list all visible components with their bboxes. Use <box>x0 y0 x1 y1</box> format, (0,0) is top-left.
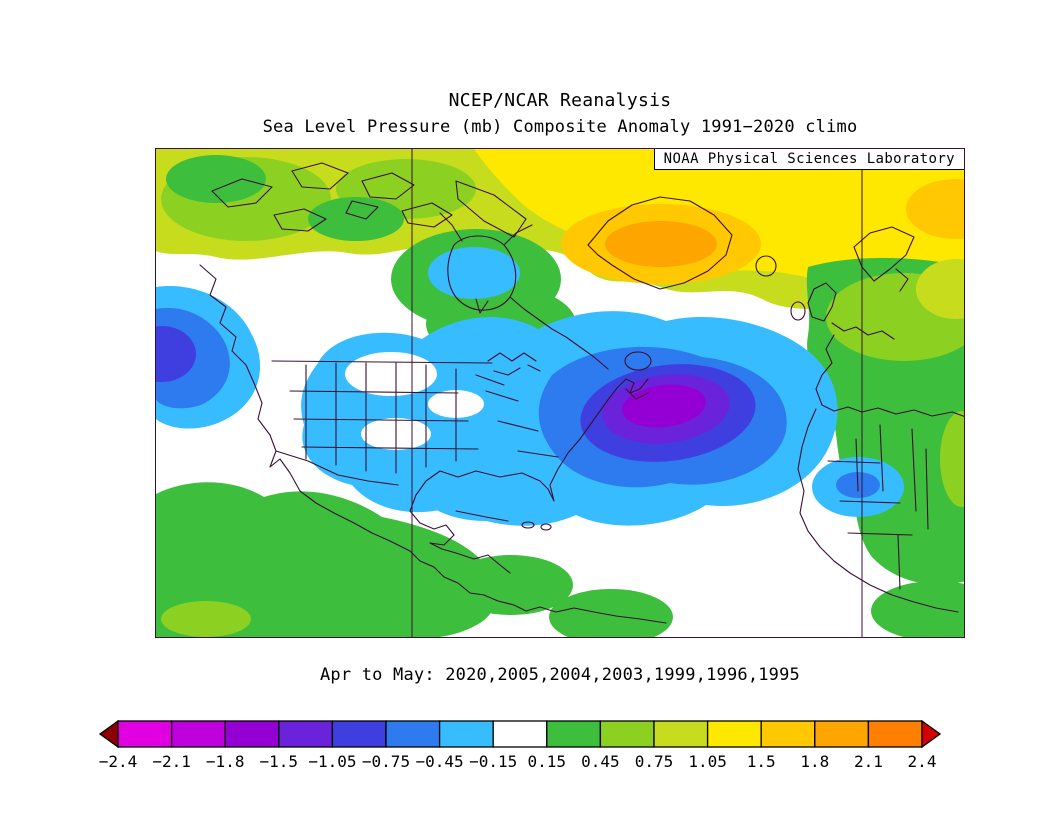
plot-subtitle: Sea Level Pressure (mb) Composite Anomal… <box>262 117 858 137</box>
europe-coast <box>807 226 964 417</box>
colorbar-cell <box>331 720 387 748</box>
pacific-negative-anomaly-fill <box>156 286 261 429</box>
colorbar-tick-label: −1.05 <box>308 752 356 771</box>
europe-africa-positive-fill <box>806 257 964 637</box>
colorbar-cell <box>278 720 334 748</box>
colorbar-tick-label: −0.15 <box>469 752 517 771</box>
colorbar-cell <box>117 720 173 748</box>
colorbar: −2.4 −2.1 −1.8 −1.5 −1.05 −0.75 −0.45 −0.15 0.15… <box>98 719 942 775</box>
colorbar-right-arrow <box>921 719 942 749</box>
island-puerto-rico <box>540 523 552 531</box>
colorbar-cell <box>438 720 494 748</box>
us-state-borders <box>271 360 559 486</box>
colorbar-cell <box>653 720 709 748</box>
hudson-bay-coast <box>439 212 609 370</box>
meridian-lines <box>411 149 863 637</box>
plot-title: NCEP/NCAR Reanalysis <box>448 90 672 111</box>
colorbar-tick-label: 2.4 <box>908 752 937 771</box>
coastlines <box>199 162 964 624</box>
colorbar-cell <box>706 720 762 748</box>
colorbar-cell <box>492 720 548 748</box>
iceland-coast <box>755 255 777 277</box>
colorbar-cell <box>546 720 602 748</box>
colorbar-tick-label: 1.5 <box>747 752 776 771</box>
colorbar-tick-label: 0.75 <box>635 752 674 771</box>
source-label: NOAA Physical Sciences Laboratory <box>653 149 964 170</box>
colorbar-cell <box>760 720 816 748</box>
map-graphic <box>156 149 964 637</box>
colorbar-tick-label: −2.1 <box>152 752 191 771</box>
colorbar-tick-label: 2.1 <box>854 752 883 771</box>
colorbar-tick-label: −0.75 <box>362 752 410 771</box>
colorbar-cell <box>224 720 280 748</box>
arctic-islands-coast <box>211 162 527 238</box>
colorbar-tick-label: −2.4 <box>99 752 137 771</box>
anomaly-map: NOAA Physical Sciences Laboratory <box>155 148 965 638</box>
colorbar-tick-label: −1.8 <box>206 752 245 771</box>
colorbar-tick-label: 1.05 <box>688 752 727 771</box>
great-lakes-coast <box>487 352 541 376</box>
newfoundland-coast <box>624 351 652 371</box>
colorbar-left-arrow <box>98 719 119 749</box>
colorbar-cell <box>867 720 923 748</box>
caribbean-islands-coast <box>455 510 509 522</box>
colorbar-tick-label: −1.5 <box>260 752 299 771</box>
colorbar-cell <box>599 720 655 748</box>
arctic-positive-band-fill <box>156 149 964 326</box>
ireland-coast <box>790 301 806 321</box>
colorbar-tick-label: 1.8 <box>800 752 829 771</box>
atlantic-negative-anomaly-fill <box>301 311 838 526</box>
colorbar-cell <box>814 720 870 748</box>
colorbar-tick-label: −0.45 <box>416 752 464 771</box>
colorbar-cell <box>385 720 441 748</box>
island-hispaniola <box>521 521 535 529</box>
colorbar-tick-label: 0.15 <box>528 752 567 771</box>
colorbar-tick-label: 0.45 <box>581 752 620 771</box>
colorbar-svg: −2.4 −2.1 −1.8 −1.5 −1.05 −0.75 −0.45 −0.15 0.15… <box>98 719 942 771</box>
africa-coast-and-borders <box>797 408 959 613</box>
north-america-coast <box>199 264 667 624</box>
colorbar-cell <box>170 720 226 748</box>
greenland-coast <box>587 196 733 290</box>
composite-caption: Apr to May: 2020,2005,2004,2003,1999,199… <box>319 665 800 685</box>
